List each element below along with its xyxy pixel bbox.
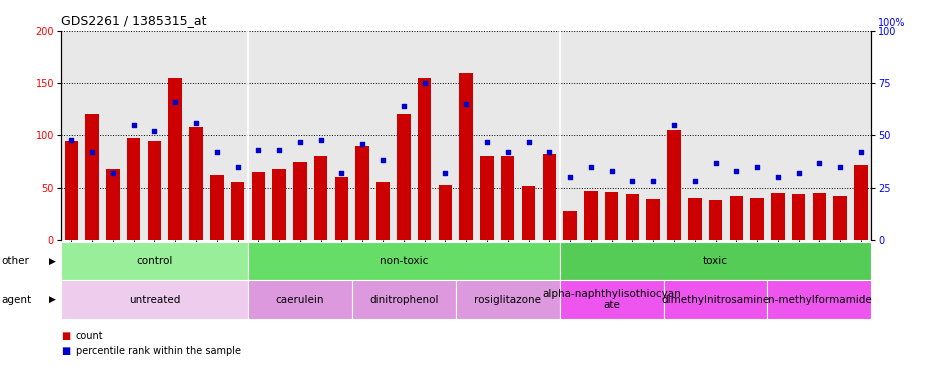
- Point: [230, 164, 245, 170]
- Bar: [459, 73, 473, 240]
- Point: [708, 159, 723, 166]
- Text: untreated: untreated: [128, 295, 180, 305]
- Point: [417, 80, 431, 86]
- Text: alpha-naphthylisothiocyan
ate: alpha-naphthylisothiocyan ate: [542, 289, 680, 310]
- Point: [105, 170, 120, 176]
- Bar: [355, 146, 369, 240]
- Text: toxic: toxic: [702, 256, 727, 266]
- Point: [209, 149, 224, 155]
- Point: [437, 170, 452, 176]
- Point: [686, 178, 701, 184]
- Point: [520, 139, 535, 145]
- Point: [541, 149, 556, 155]
- Bar: [479, 156, 493, 240]
- Bar: [583, 191, 597, 240]
- Bar: [542, 154, 555, 240]
- Bar: [85, 114, 98, 240]
- Bar: [625, 194, 638, 240]
- Point: [562, 174, 577, 180]
- Bar: [106, 169, 120, 240]
- Text: 100%: 100%: [877, 18, 905, 28]
- Point: [84, 149, 99, 155]
- Text: control: control: [136, 256, 172, 266]
- Bar: [750, 198, 763, 240]
- Bar: [314, 156, 327, 240]
- Text: ■: ■: [61, 331, 70, 341]
- Text: percentile rank within the sample: percentile rank within the sample: [76, 346, 241, 356]
- Point: [147, 128, 162, 134]
- Point: [251, 147, 266, 153]
- Point: [769, 174, 784, 180]
- Bar: [293, 162, 306, 240]
- Bar: [791, 194, 805, 240]
- Point: [64, 136, 79, 142]
- Bar: [438, 185, 452, 240]
- Point: [500, 149, 515, 155]
- Point: [728, 168, 743, 174]
- Text: agent: agent: [2, 295, 32, 305]
- Bar: [417, 78, 431, 240]
- Bar: [189, 127, 202, 240]
- Text: dimethylnitrosamine: dimethylnitrosamine: [661, 295, 768, 305]
- Point: [292, 139, 307, 145]
- Point: [583, 164, 598, 170]
- Point: [479, 139, 494, 145]
- Text: count: count: [76, 331, 103, 341]
- Bar: [210, 175, 224, 240]
- Bar: [729, 196, 742, 240]
- Text: rosiglitazone: rosiglitazone: [474, 295, 541, 305]
- Text: ■: ■: [61, 346, 70, 356]
- Text: caerulein: caerulein: [275, 295, 324, 305]
- Text: other: other: [2, 256, 30, 266]
- Point: [313, 136, 328, 142]
- Point: [832, 164, 847, 170]
- Bar: [397, 114, 410, 240]
- Bar: [708, 200, 722, 240]
- Point: [271, 147, 286, 153]
- Bar: [230, 182, 244, 240]
- Text: GDS2261 / 1385315_at: GDS2261 / 1385315_at: [61, 14, 206, 27]
- Point: [333, 170, 348, 176]
- Point: [375, 157, 390, 164]
- Bar: [126, 139, 140, 240]
- Bar: [65, 141, 78, 240]
- Bar: [666, 130, 680, 240]
- Text: ▶: ▶: [50, 295, 56, 304]
- Bar: [812, 193, 826, 240]
- Bar: [646, 199, 659, 240]
- Point: [188, 120, 203, 126]
- Bar: [521, 185, 534, 240]
- Text: non-toxic: non-toxic: [379, 256, 428, 266]
- Point: [790, 170, 805, 176]
- Text: dinitrophenol: dinitrophenol: [369, 295, 438, 305]
- Point: [604, 168, 619, 174]
- Bar: [770, 193, 783, 240]
- Bar: [687, 198, 701, 240]
- Bar: [148, 141, 161, 240]
- Bar: [501, 156, 514, 240]
- Bar: [605, 192, 618, 240]
- Text: n-methylformamide: n-methylformamide: [767, 295, 870, 305]
- Point: [853, 149, 868, 155]
- Point: [355, 141, 370, 147]
- Point: [665, 122, 680, 128]
- Bar: [833, 196, 846, 240]
- Point: [624, 178, 639, 184]
- Bar: [376, 182, 389, 240]
- Point: [812, 159, 826, 166]
- Bar: [251, 172, 265, 240]
- Bar: [563, 211, 577, 240]
- Point: [126, 122, 141, 128]
- Bar: [854, 165, 867, 240]
- Point: [458, 101, 473, 107]
- Point: [749, 164, 764, 170]
- Text: ▶: ▶: [50, 257, 56, 266]
- Point: [168, 99, 183, 105]
- Bar: [168, 78, 182, 240]
- Bar: [272, 169, 285, 240]
- Point: [396, 103, 411, 109]
- Bar: [334, 177, 348, 240]
- Point: [645, 178, 660, 184]
